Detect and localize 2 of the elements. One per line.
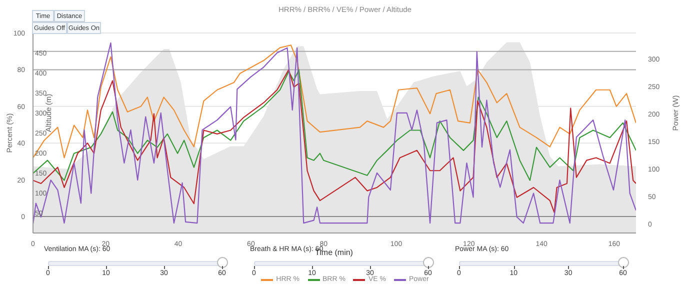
line-series (33, 44, 636, 158)
line-series (33, 69, 636, 181)
